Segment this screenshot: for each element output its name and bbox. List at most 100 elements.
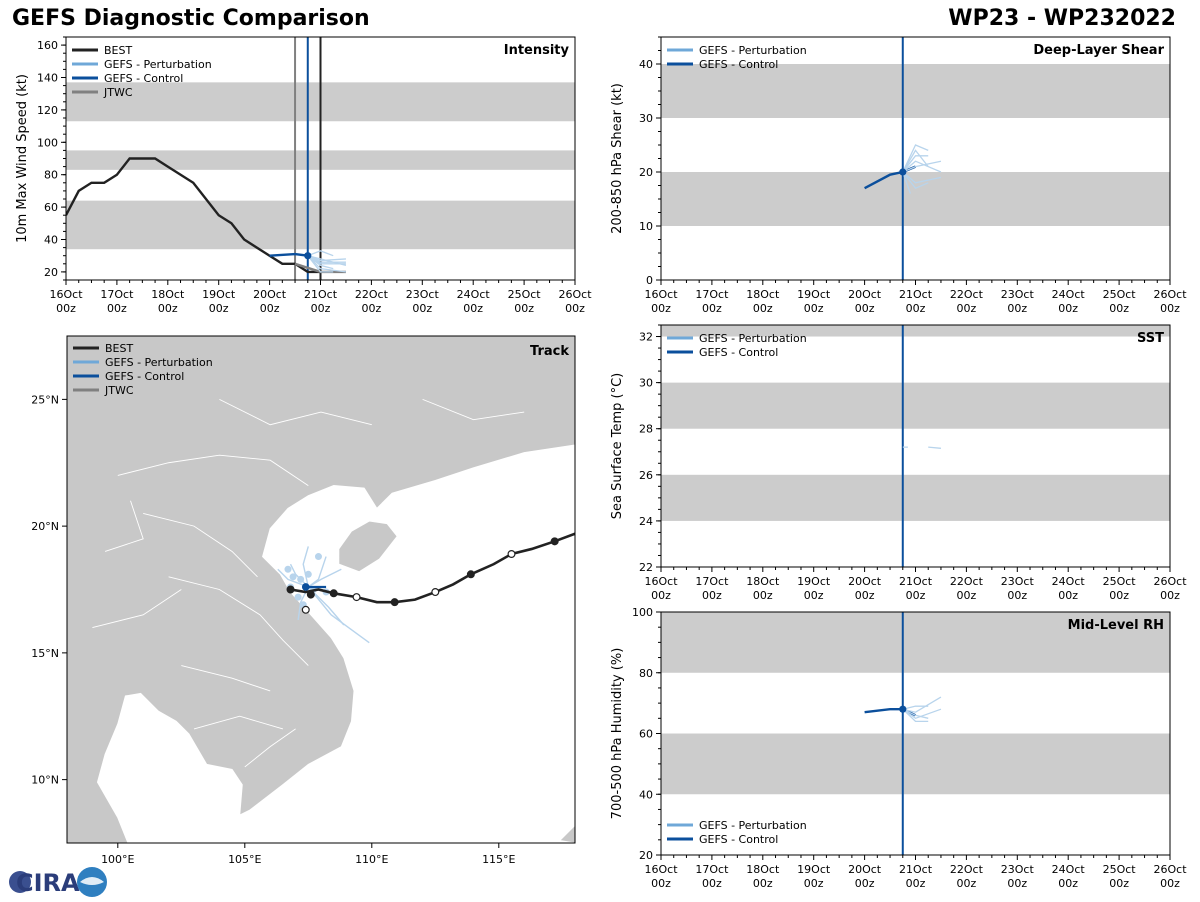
x-tick-label-hour: 00z bbox=[1058, 589, 1078, 602]
y-tick-label: 20 bbox=[639, 849, 653, 862]
perturbation-member-line bbox=[902, 171, 929, 189]
x-tick-label: 20Oct bbox=[848, 863, 882, 876]
intensity-chart: 16Oct00z17Oct00z18Oct00z19Oct00z20Oct00z… bbox=[15, 36, 592, 315]
cira-logo-text: CIRA bbox=[16, 869, 80, 897]
storm-id-title: WP23 - WP232022 bbox=[948, 6, 1176, 31]
best-track-line bbox=[290, 532, 575, 604]
control-track-point bbox=[301, 583, 310, 591]
lat-tick-label: 15°N bbox=[31, 647, 59, 660]
y-tick-label: 60 bbox=[44, 201, 58, 214]
x-tick-label: 16Oct bbox=[644, 288, 678, 301]
best-track-point bbox=[390, 598, 399, 607]
x-tick-label-hour: 00z bbox=[855, 589, 875, 602]
lat-tick-label: 10°N bbox=[31, 774, 59, 787]
x-tick-label-hour: 00z bbox=[957, 877, 977, 890]
perturbation-track bbox=[307, 586, 345, 626]
track-map: 100°E 105°E 110°E 115°E 10°N 15°N 20°N 25°N Trac… bbox=[31, 335, 576, 866]
y-tick-label: 80 bbox=[44, 169, 58, 182]
chart-title: Track bbox=[530, 344, 569, 359]
x-tick-label: 23Oct bbox=[1001, 288, 1035, 301]
border-line bbox=[117, 454, 309, 486]
x-tick-label-hour: 00z bbox=[753, 302, 773, 315]
x-tick-label: 21Oct bbox=[899, 288, 933, 301]
legend-label-jtwc: JTWC bbox=[104, 384, 134, 397]
perturbation-member-line bbox=[902, 144, 929, 173]
y-tick-label: 32 bbox=[639, 331, 653, 344]
perturbation-member-line bbox=[307, 255, 347, 267]
y-tick-label: 20 bbox=[44, 266, 58, 279]
x-tick-label-hour: 00z bbox=[906, 877, 926, 890]
x-tick-label-hour: 00z bbox=[906, 302, 926, 315]
x-tick-label-hour: 00z bbox=[362, 302, 382, 315]
x-tick-label: 24Oct bbox=[457, 288, 491, 301]
x-tick-label-hour: 00z bbox=[1007, 877, 1027, 890]
perturbation-member-line bbox=[902, 155, 929, 173]
perturbation-point bbox=[304, 570, 312, 578]
intensity-band bbox=[661, 474, 1170, 521]
x-tick-label: 20Oct bbox=[848, 288, 882, 301]
perturbation-track bbox=[302, 546, 309, 588]
legend-label-control: GEFS - Control bbox=[699, 346, 778, 359]
chart-title: Deep-Layer Shear bbox=[1033, 43, 1164, 58]
x-tick-label-hour: 00z bbox=[158, 302, 178, 315]
x-tick-label: 17Oct bbox=[695, 575, 729, 588]
perturbation-member-line bbox=[902, 160, 942, 173]
legend-label-best: BEST bbox=[105, 342, 133, 355]
x-tick-label-hour: 00z bbox=[1160, 877, 1180, 890]
x-tick-label: 23Oct bbox=[1001, 863, 1035, 876]
x-tick-label: 19Oct bbox=[797, 863, 831, 876]
x-tick-label: 18Oct bbox=[746, 288, 780, 301]
border-line bbox=[181, 665, 271, 692]
x-tick-label: 20Oct bbox=[848, 575, 882, 588]
lon-tick-label: 115°E bbox=[482, 853, 515, 866]
border-line bbox=[244, 728, 296, 768]
x-tick-label-hour: 00z bbox=[957, 302, 977, 315]
x-tick-label: 16Oct bbox=[644, 863, 678, 876]
lat-tick-label: 20°N bbox=[31, 520, 59, 533]
x-tick-label-hour: 00z bbox=[804, 302, 824, 315]
border-line bbox=[104, 500, 144, 552]
perturbation-point bbox=[314, 553, 322, 561]
chart-title: SST bbox=[1137, 331, 1164, 346]
x-tick-label-hour: 00z bbox=[463, 302, 483, 315]
perturbation-track bbox=[277, 568, 309, 588]
x-tick-label: 26Oct bbox=[1153, 863, 1187, 876]
x-tick-label: 16Oct bbox=[644, 575, 678, 588]
border-line bbox=[422, 398, 525, 421]
y-tick-label: 140 bbox=[37, 72, 58, 85]
x-tick-label-hour: 00z bbox=[1007, 302, 1027, 315]
x-tick-label-hour: 00z bbox=[1058, 302, 1078, 315]
x-tick-label: 16Oct bbox=[49, 288, 83, 301]
x-tick-label: 21Oct bbox=[899, 863, 933, 876]
rh-chart: 16Oct00z17Oct00z18Oct00z19Oct00z20Oct00z… bbox=[610, 606, 1187, 890]
perturbation-member-line bbox=[307, 255, 334, 273]
lon-tick-label: 110°E bbox=[355, 853, 388, 866]
y-tick-label: 30 bbox=[639, 112, 653, 125]
perturbation-point bbox=[289, 573, 297, 581]
intensity-band bbox=[661, 172, 1170, 226]
border-line bbox=[219, 398, 372, 426]
x-tick-label: 21Oct bbox=[304, 288, 338, 301]
x-tick-label-hour: 00z bbox=[311, 302, 331, 315]
x-tick-label: 19Oct bbox=[797, 288, 831, 301]
perturbation-member-line bbox=[307, 255, 347, 273]
x-tick-label-hour: 00z bbox=[651, 302, 671, 315]
control-point-marker bbox=[899, 705, 907, 713]
intensity-band bbox=[661, 733, 1170, 795]
best-track-point bbox=[352, 593, 361, 602]
perturbation-point bbox=[294, 593, 302, 601]
x-tick-label-hour: 00z bbox=[804, 877, 824, 890]
x-tick-label-hour: 00z bbox=[107, 302, 127, 315]
x-tick-label-hour: 00z bbox=[702, 877, 722, 890]
x-tick-label-hour: 00z bbox=[702, 302, 722, 315]
y-tick-label: 22 bbox=[639, 561, 653, 574]
legend-label-control: GEFS - Control bbox=[105, 370, 184, 383]
y-tick-label: 20 bbox=[639, 166, 653, 179]
x-tick-label: 18Oct bbox=[746, 575, 780, 588]
best-track-point bbox=[550, 537, 559, 546]
lat-tick-label: 25°N bbox=[31, 393, 59, 406]
x-tick-label: 23Oct bbox=[1001, 575, 1035, 588]
